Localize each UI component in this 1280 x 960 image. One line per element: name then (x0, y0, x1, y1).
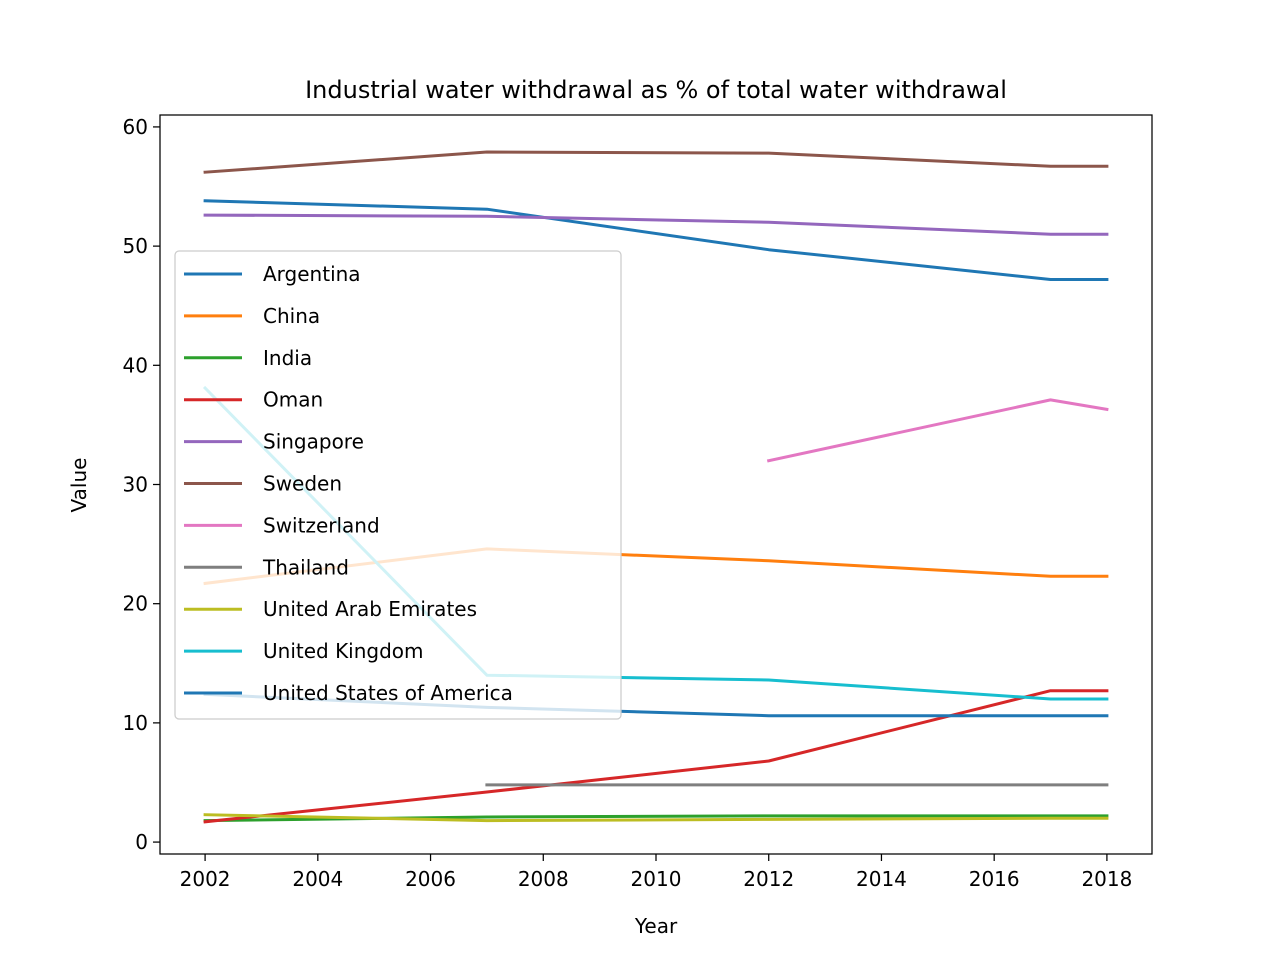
legend-label: Switzerland (263, 513, 380, 537)
legend: Argentina China India Oman Singapore Sweden Sw… (174, 250, 622, 720)
x-tick-label: 2006 (405, 867, 456, 891)
y-axis: 0 10 20 30 40 50 60 (123, 115, 160, 854)
legend-label: Sweden (263, 472, 342, 496)
x-tick-label: 2008 (518, 867, 569, 891)
y-tick-label: 10 (123, 711, 148, 735)
y-tick-label: 20 (123, 592, 148, 616)
series-line-united-arab-emirates (203, 813, 1109, 823)
y-tick-label: 40 (123, 353, 148, 377)
series-line-oman (203, 689, 1109, 824)
series-line-sweden (203, 150, 1109, 174)
x-axis: 2002 2004 2006 2008 2010 2012 2014 2016 2018 (180, 854, 1132, 891)
x-tick-label: 2016 (969, 867, 1020, 891)
x-tick-label: 2018 (1081, 867, 1132, 891)
chart-title: Industrial water withdrawal as % of tota… (305, 76, 1007, 104)
y-tick-label: 50 (123, 234, 148, 258)
y-tick-label: 0 (135, 830, 148, 854)
legend-label: Argentina (263, 262, 361, 286)
x-tick-label: 2012 (743, 867, 794, 891)
y-tick-label: 60 (123, 115, 148, 139)
x-tick-label: 2004 (292, 867, 343, 891)
y-axis-label: Value (67, 458, 91, 513)
series-line-argentina (203, 199, 1109, 281)
legend-label: United Kingdom (263, 639, 424, 663)
x-tick-label: 2010 (631, 867, 682, 891)
legend-label: United Arab Emirates (263, 597, 477, 621)
x-tick-label: 2002 (180, 867, 231, 891)
legend-box (174, 250, 622, 720)
legend-label: Singapore (263, 430, 364, 454)
legend-label: India (263, 346, 312, 370)
legend-label: United States of America (263, 681, 513, 705)
y-tick-label: 30 (123, 473, 148, 497)
x-axis-label: Year (634, 914, 678, 938)
legend-label: Thailand (262, 555, 349, 579)
series-line-switzerland (766, 398, 1109, 463)
legend-label: Oman (263, 388, 323, 412)
series-line-singapore (203, 213, 1109, 236)
x-tick-label: 2014 (856, 867, 907, 891)
legend-label: China (263, 304, 320, 328)
